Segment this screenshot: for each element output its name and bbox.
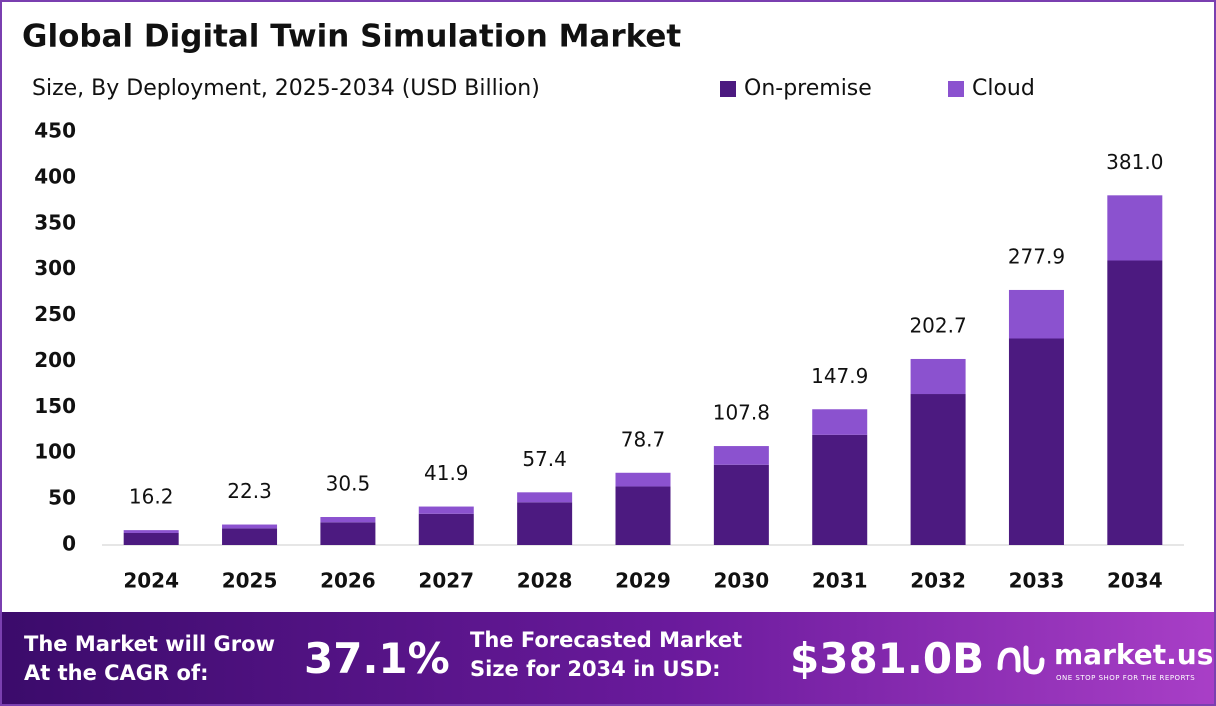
chart-title: Global Digital Twin Simulation Market [22,19,681,55]
bar-segment [713,446,769,465]
y-tick-label: 450 [34,119,76,143]
bar-segment [1107,260,1163,545]
text: The Market will Grow [24,632,275,656]
bar-segment [320,517,376,523]
x-tick-label: 2030 [714,569,770,593]
x-tick-label: 2034 [1107,569,1163,593]
y-tick-label: 200 [34,348,76,372]
text: Size for 2034 in USD: [470,657,721,681]
total-label: 277.9 [1008,244,1065,268]
y-tick-label: 350 [34,210,76,234]
total-label: 41.9 [424,461,469,485]
x-tick-label: 2025 [222,569,278,593]
x-tick-label: 2028 [517,569,573,593]
text: At the CAGR of: [24,661,209,685]
bar-segment [1008,289,1064,339]
chart: Global Digital Twin Simulation Market Si… [22,19,1184,593]
y-tick-label: 300 [34,256,76,280]
brand: market.us [1054,638,1214,671]
bar-segment [615,472,671,487]
total-label: 57.4 [522,447,567,471]
total-label: 202.7 [909,313,966,337]
total-label: 147.9 [811,364,868,388]
x-tick-label: 2033 [1009,569,1065,593]
bar-segment [418,506,474,514]
forecast-value: $381.0B [790,634,985,683]
y-tick-label: 0 [62,532,76,556]
bar-segment [812,434,868,545]
bar-segment [123,530,179,533]
cagr-label: The Market will Grow At the CAGR of: [24,630,275,688]
tagline: ONE STOP SHOP FOR THE REPORTS [1056,674,1196,682]
total-label: 381.0 [1106,150,1163,174]
legend-swatch [948,81,964,97]
y-tick-label: 150 [34,394,76,418]
bar-segment [1107,195,1163,261]
bar-segment [123,532,179,545]
bar-segment [812,409,868,435]
y-tick-label: 250 [34,302,76,326]
bar-segment [713,464,769,545]
x-tick-label: 2032 [910,569,966,593]
x-tick-label: 2027 [418,569,474,593]
footer: The Market will Grow At the CAGR of: 37.1… [2,612,1214,704]
y-tick-label: 100 [34,440,76,464]
x-tick-label: 2029 [615,569,671,593]
bar-segment [910,394,966,545]
total-label: 30.5 [326,472,371,496]
x-tick-label: 2024 [123,569,179,593]
total-label: 78.7 [621,427,666,451]
bar-segment [1008,338,1064,545]
bar-segment [517,492,573,503]
chart-subtitle: Size, By Deployment, 2025-2034 (USD Bill… [32,76,540,101]
logo-icon [997,645,1045,675]
legend-swatch [720,81,736,97]
x-tick-label: 2026 [320,569,376,593]
bar-segment [222,528,278,545]
x-tick-label: 2031 [812,569,868,593]
bar-segment [320,522,376,545]
bar-segment [910,358,966,395]
total-label: 107.8 [713,401,770,425]
legend-label: Cloud [972,76,1035,101]
y-tick-label: 50 [48,486,76,510]
total-label: 16.2 [129,485,174,509]
legend-label: On-premise [744,76,872,101]
bar-segment [418,513,474,545]
y-tick-label: 400 [34,164,76,188]
bar-segment [615,486,671,545]
forecast-label: The Forecasted Market Size for 2034 in US… [470,626,742,684]
bar-segment [222,524,278,529]
text: The Forecasted Market [470,628,743,652]
bar-segment [517,502,573,545]
cagr-value: 37.1% [304,634,450,683]
total-label: 22.3 [227,479,272,503]
